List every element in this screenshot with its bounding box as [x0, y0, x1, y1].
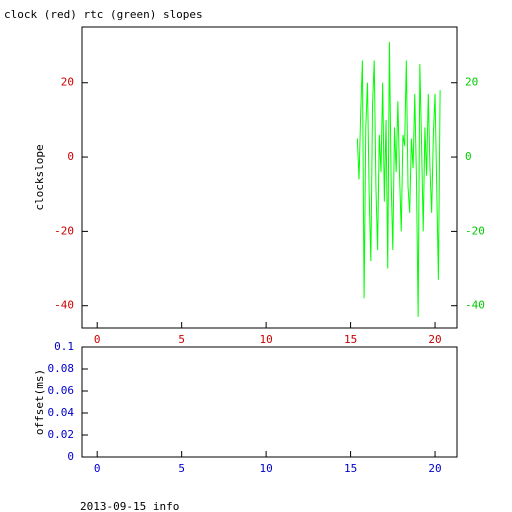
plot-frame: [81, 346, 458, 458]
x-tick-label: 10: [259, 462, 272, 475]
x-tick-label: 5: [178, 462, 185, 475]
y-tick-label: 0.1: [54, 340, 74, 353]
y-axis-label: clockslope: [33, 144, 46, 210]
y-tick-label: 20: [61, 76, 74, 89]
y-tick-label: -20: [54, 224, 74, 237]
footer: 2013-09-15 info: [80, 500, 179, 512]
y-tick-label: 0.06: [48, 384, 75, 397]
y2-tick-label: -20: [465, 224, 485, 237]
y-tick-label: 0.08: [48, 362, 75, 375]
y-tick-label: 0.04: [48, 406, 75, 419]
y-tick-label: 0: [67, 450, 74, 463]
plot-frame: [81, 26, 458, 329]
y-tick-label: 0: [67, 150, 74, 163]
chart-title: clock (red) rtc (green) slopes: [4, 8, 203, 21]
x-tick-label: 20: [428, 462, 441, 475]
x-tick-label: 10: [259, 333, 272, 346]
x-tick-label: 0: [94, 462, 101, 475]
y2-tick-label: 20: [465, 76, 478, 89]
y2-tick-label: -40: [465, 299, 485, 312]
y-tick-label: 0.02: [48, 428, 75, 441]
x-tick-label: 15: [344, 333, 357, 346]
y-axis-label: offset(ms): [33, 369, 46, 435]
x-tick-label: 5: [178, 333, 185, 346]
x-tick-label: 15: [344, 462, 357, 475]
y2-tick-label: 0: [465, 150, 472, 163]
x-tick-label: 20: [428, 333, 441, 346]
y-tick-label: -40: [54, 299, 74, 312]
x-tick-label: 0: [94, 333, 101, 346]
data-line: [356, 41, 441, 317]
